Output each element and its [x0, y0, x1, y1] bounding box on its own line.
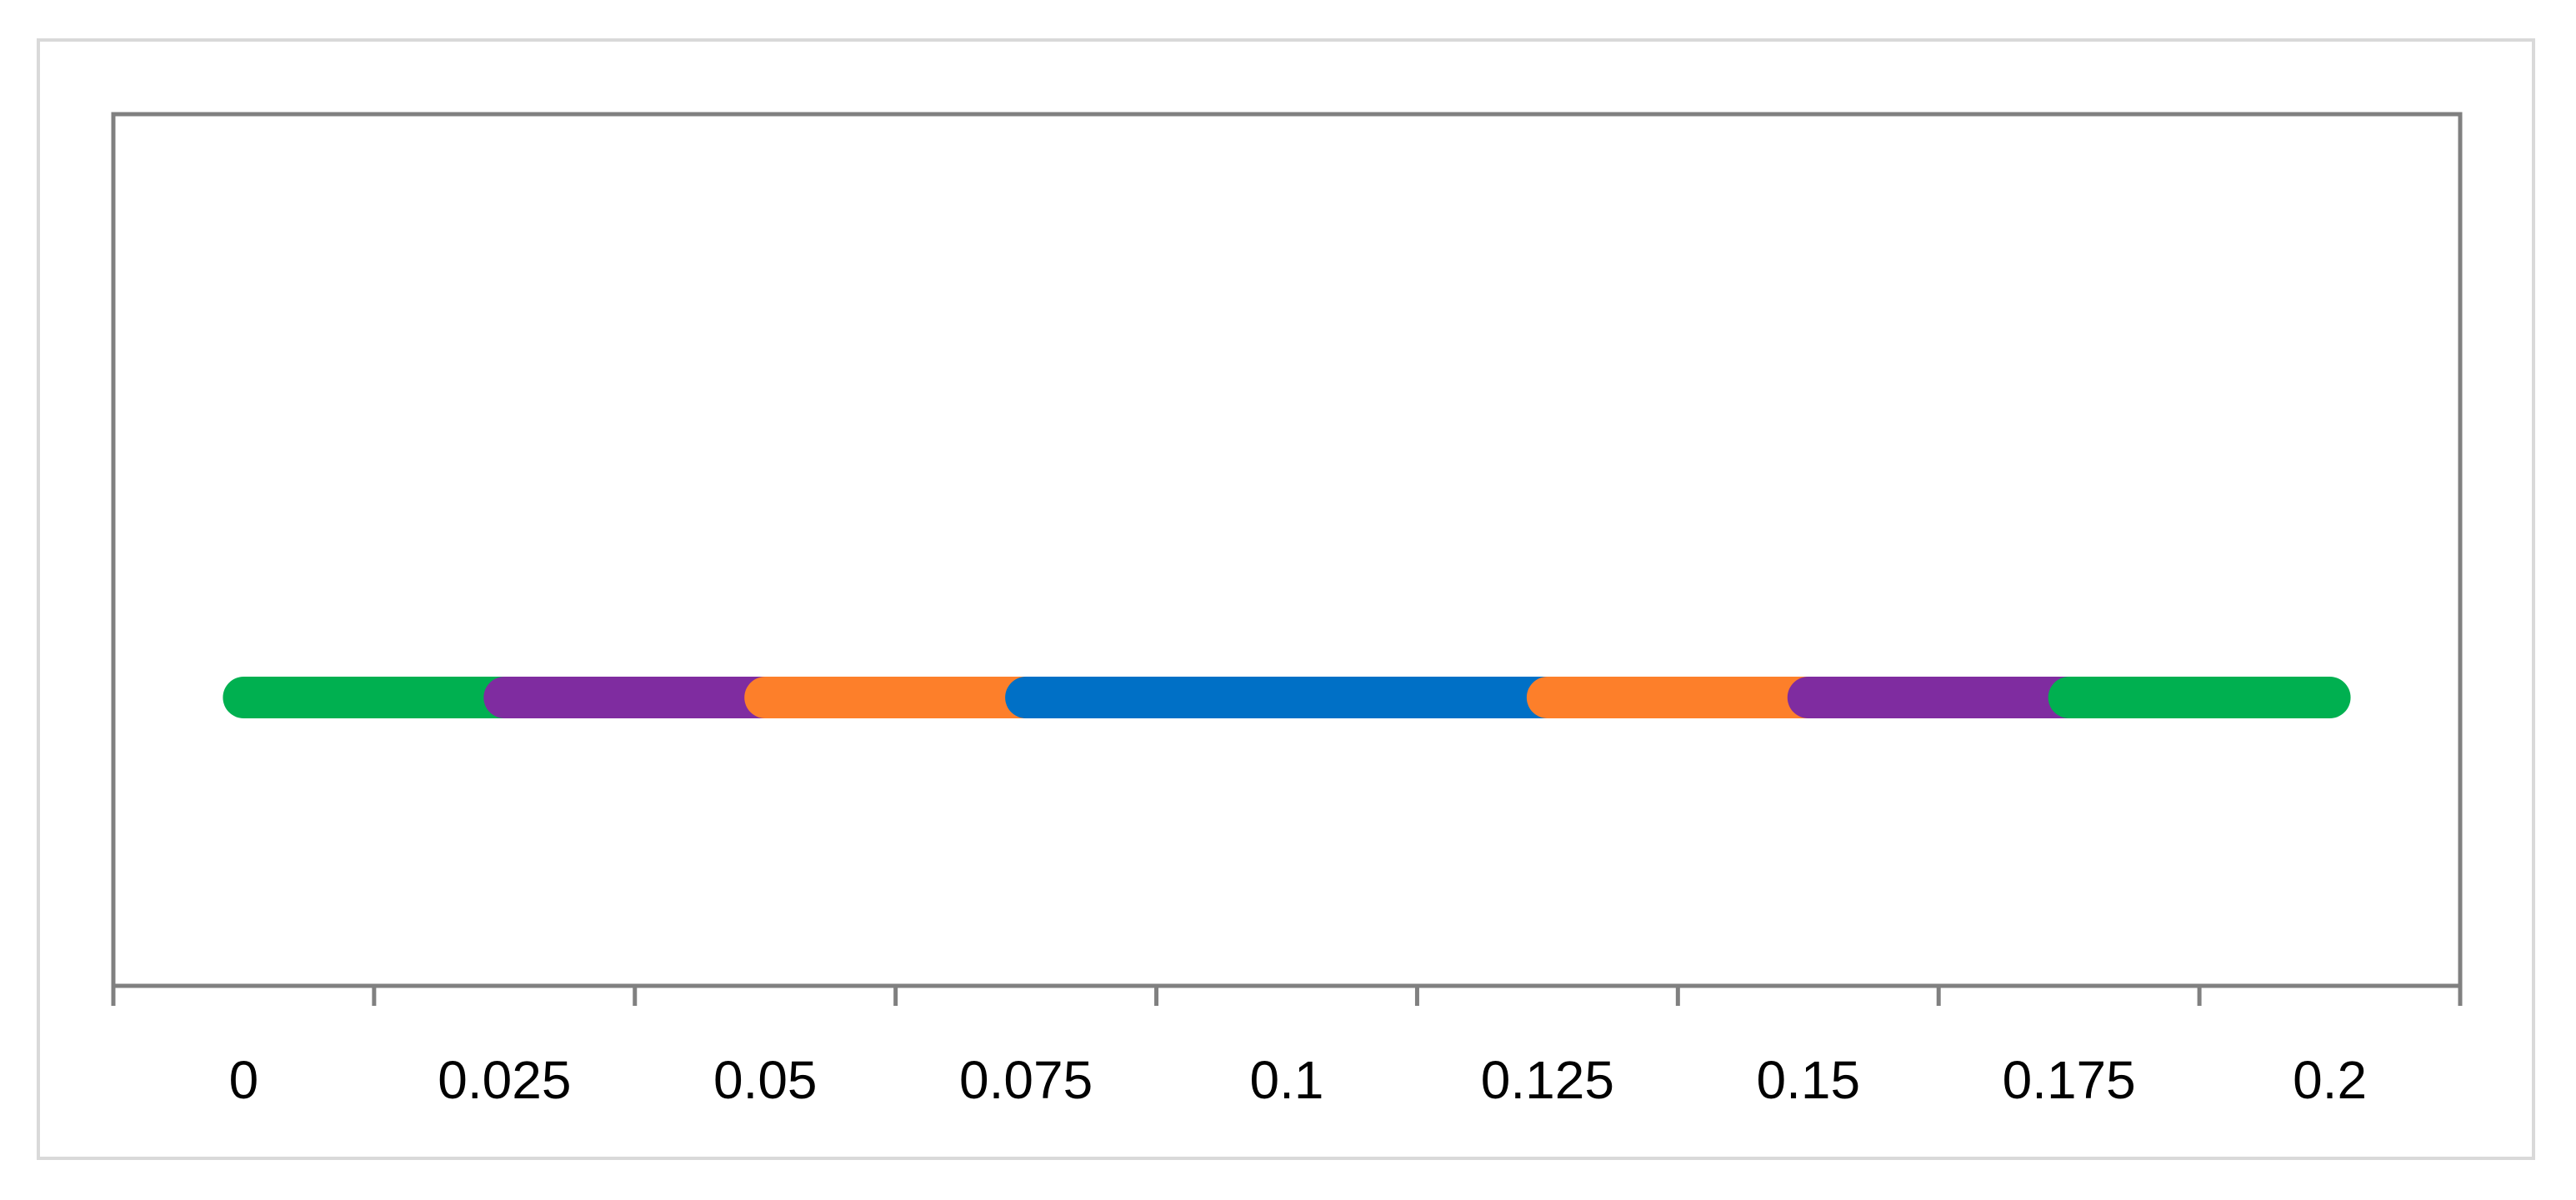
x-tick-label: 0.15 — [1756, 1050, 1860, 1110]
x-tick-label: 0.125 — [1481, 1050, 1614, 1110]
x-axis-tick-labels: 0 0.025 0.05 0.075 0.1 0.125 0.15 0.175 0.2 — [229, 1050, 2367, 1110]
x-tick-label: 0.05 — [713, 1050, 818, 1110]
x-tick-label: 0.2 — [2293, 1050, 2367, 1110]
x-tick-label: 0.075 — [959, 1050, 1093, 1110]
plot-area — [111, 112, 2463, 986]
plot-area-border — [111, 112, 2463, 986]
x-tick-label: 0 — [229, 1050, 259, 1110]
x-tick-label: 0.1 — [1250, 1050, 1324, 1110]
x-tick-label: 0.175 — [2003, 1050, 2136, 1110]
x-axis — [111, 983, 2463, 1006]
x-tick-label: 0.025 — [438, 1050, 571, 1110]
chart-frame — [37, 38, 2535, 1160]
